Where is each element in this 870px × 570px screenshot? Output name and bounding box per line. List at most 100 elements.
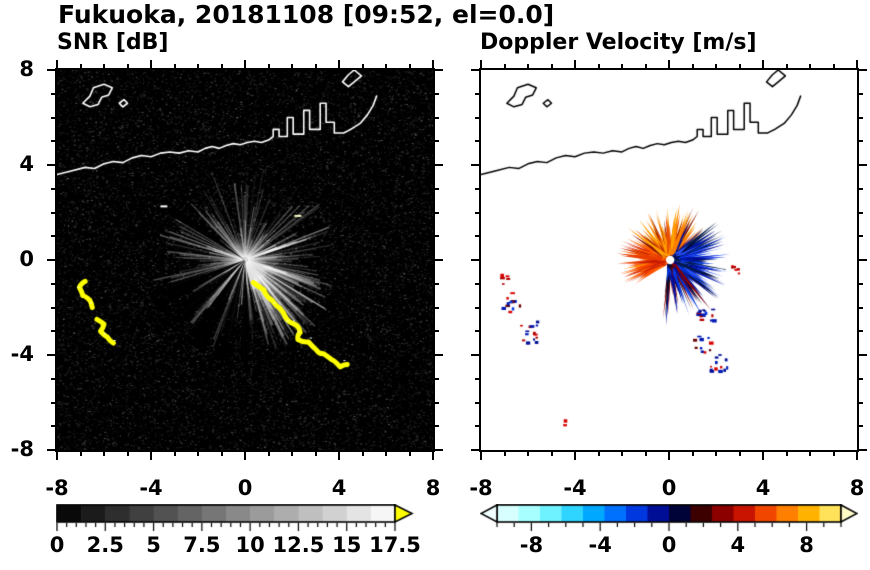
colorbar-tick-label: 0	[49, 533, 65, 557]
axis-tick	[859, 235, 863, 238]
colorbar-tick-label: 10	[235, 533, 265, 557]
axis-tick	[475, 306, 479, 309]
axis-tick	[435, 401, 439, 404]
x-tick-label: -4	[563, 476, 587, 500]
axis-tick	[859, 282, 863, 285]
axis-tick	[435, 282, 439, 285]
axis-tick	[527, 64, 529, 68]
axis-tick	[762, 452, 764, 460]
axis-tick	[197, 452, 199, 456]
x-tick-label: -8	[469, 476, 493, 500]
axis-tick	[435, 377, 439, 380]
axis-tick	[859, 92, 863, 95]
axis-tick	[47, 354, 55, 356]
axis-tick	[291, 64, 293, 68]
x-tick-label: 0	[661, 476, 677, 500]
axis-tick	[408, 452, 411, 456]
axis-tick	[385, 64, 387, 68]
axis-tick	[762, 60, 764, 68]
axis-tick	[51, 306, 55, 309]
axis-tick	[435, 140, 439, 143]
axis-tick	[435, 259, 443, 261]
axis-tick	[574, 60, 576, 68]
axis-tick	[668, 452, 670, 460]
axis-tick	[503, 64, 506, 68]
snr-plot-canvas	[57, 70, 433, 450]
axis-tick	[150, 60, 152, 68]
axis-tick	[832, 64, 835, 68]
snr-panel-title: SNR [dB]	[57, 30, 169, 55]
x-tick-label: 4	[331, 476, 347, 500]
axis-tick	[51, 211, 55, 214]
axis-tick	[859, 401, 863, 404]
axis-tick	[314, 64, 317, 68]
axis-tick	[859, 354, 867, 356]
axis-tick	[859, 164, 867, 166]
axis-tick	[738, 64, 741, 68]
axis-tick	[471, 259, 479, 261]
colorbar-tick-label: 2.5	[86, 533, 124, 557]
axis-tick	[150, 452, 152, 460]
axis-tick	[550, 452, 553, 456]
axis-tick	[432, 452, 434, 460]
axis-tick	[47, 69, 55, 71]
axis-tick	[621, 64, 623, 68]
axis-tick	[220, 64, 223, 68]
axis-tick	[47, 449, 55, 451]
axis-tick	[738, 452, 741, 456]
axis-tick	[361, 452, 364, 456]
axis-tick	[435, 235, 439, 238]
y-tick-label: -4	[10, 342, 34, 366]
axis-tick	[361, 64, 364, 68]
figure-title: Fukuoka, 20181108 [09:52, el=0.0]	[58, 0, 555, 29]
axis-tick	[51, 187, 55, 190]
axis-tick	[435, 306, 439, 309]
axis-tick	[859, 330, 863, 333]
y-tick-label: 0	[19, 247, 34, 271]
axis-tick	[859, 377, 863, 380]
axis-tick	[435, 116, 439, 119]
axis-tick	[859, 259, 867, 261]
colorbar-tick-label: 17.5	[369, 533, 421, 557]
x-tick-label: 0	[237, 476, 253, 500]
axis-tick	[103, 64, 105, 68]
axis-tick	[56, 452, 58, 460]
axis-tick	[475, 425, 479, 428]
axis-tick	[267, 452, 270, 456]
axis-tick	[471, 164, 479, 166]
axis-tick	[859, 116, 863, 119]
axis-tick	[435, 425, 439, 428]
axis-tick	[475, 140, 479, 143]
x-tick-label: 4	[755, 476, 771, 500]
snr-panel	[47, 60, 443, 460]
axis-tick	[56, 60, 58, 68]
colorbar-tick-label: 5	[146, 533, 161, 557]
axis-tick	[475, 187, 479, 190]
doppler-panel-title: Doppler Velocity [m/s]	[480, 30, 757, 55]
axis-tick	[475, 377, 479, 380]
axis-tick	[475, 92, 479, 95]
axis-tick	[79, 64, 82, 68]
y-tick-label: 8	[19, 57, 34, 81]
axis-tick	[51, 377, 55, 380]
axis-tick	[314, 452, 317, 456]
axis-tick	[475, 211, 479, 214]
axis-tick	[503, 452, 506, 456]
axis-tick	[668, 60, 670, 68]
axis-tick	[408, 64, 411, 68]
axis-tick	[51, 425, 55, 428]
snr-colorbar-canvas	[56, 504, 414, 532]
axis-tick	[173, 64, 176, 68]
axis-tick	[47, 259, 55, 261]
axis-tick	[471, 449, 479, 451]
axis-tick	[338, 60, 340, 68]
colorbar-tick-label: 7.5	[183, 533, 221, 557]
axis-tick	[435, 92, 439, 95]
axis-tick	[47, 164, 55, 166]
axis-tick	[126, 452, 129, 456]
axis-tick	[809, 64, 811, 68]
axis-tick	[244, 452, 246, 460]
axis-tick	[859, 306, 863, 309]
colorbar-tick-label: 8	[799, 533, 814, 557]
